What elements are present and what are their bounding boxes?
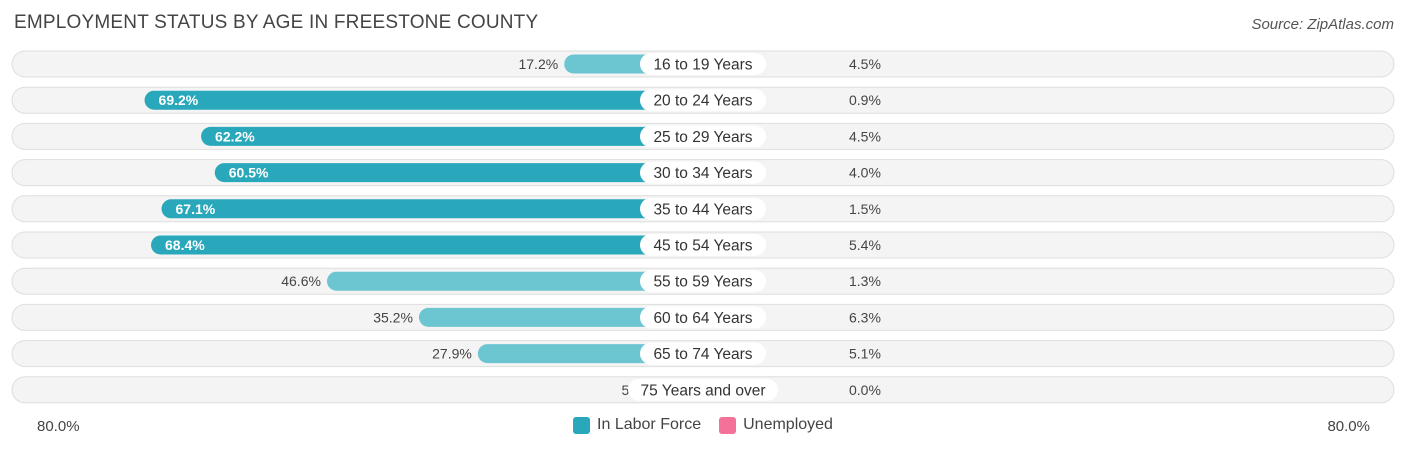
data-label-unemployed: 5.4% (849, 237, 881, 253)
bar-labor-force (201, 126, 703, 146)
category-label-pill (640, 270, 766, 293)
category-label-pill (628, 378, 778, 401)
category-label: 30 to 34 Years (653, 165, 752, 182)
legend-label-unemployed: Unemployed (743, 416, 833, 433)
data-label-unemployed: 4.0% (849, 165, 881, 181)
source-label: Source: ZipAtlas.com (1251, 16, 1394, 33)
category-label-pill (640, 197, 766, 220)
category-label-pill (640, 306, 766, 329)
data-label-unemployed: 4.5% (849, 128, 881, 144)
category-label-pill (640, 161, 766, 184)
data-label-unemployed: 1.3% (849, 273, 881, 289)
legend-item-unemployed: Unemployed (719, 416, 833, 434)
chart-svg: 17.2% 4.5% 16 to 19 Years 69.2% 0.9% 20 to 24… (11, 50, 1395, 404)
data-label-labor-force: 35.2% (373, 309, 413, 325)
category-label-pill (640, 89, 766, 112)
category-label: 55 to 59 Years (653, 274, 752, 291)
data-label-labor-force: 46.6% (281, 273, 321, 289)
category-label: 25 to 29 Years (653, 129, 752, 146)
category-label-pill (640, 53, 766, 75)
data-label-unemployed: 0.0% (849, 382, 881, 398)
data-label-unemployed: 1.5% (849, 201, 881, 217)
bar-labor-force (144, 90, 703, 110)
bar-labor-force (161, 199, 704, 219)
data-label-labor-force: 69.2% (159, 92, 199, 108)
category-label: 60 to 64 Years (653, 310, 752, 327)
bar-labor-force (418, 307, 703, 327)
category-label-pill (640, 342, 766, 365)
data-label-labor-force: 67.1% (176, 201, 216, 217)
bar-labor-force (326, 271, 703, 291)
data-label-unemployed: 4.5% (849, 56, 881, 72)
category-label: 75 Years and over (641, 382, 766, 399)
legend-swatch-unemployed (719, 416, 737, 434)
legend-item-labor: In Labor Force (573, 416, 701, 434)
legend: In Labor Force Unemployed (0, 416, 1406, 434)
category-label: 20 to 24 Years (653, 93, 752, 110)
legend-swatch-labor (573, 416, 591, 434)
data-label-labor-force: 68.4% (165, 237, 205, 253)
category-label: 35 to 44 Years (653, 201, 752, 218)
axis-left-label: 80.0% (37, 418, 80, 435)
legend-label-labor: In Labor Force (597, 416, 702, 433)
category-label: 16 to 19 Years (653, 57, 752, 74)
data-label-unemployed: 5.1% (849, 346, 881, 362)
data-label-unemployed: 6.3% (849, 309, 881, 325)
data-label-labor-force: 62.2% (215, 128, 255, 144)
data-label-unemployed: 0.9% (849, 92, 881, 108)
category-label-pill (640, 125, 766, 148)
data-label-labor-force: 17.2% (518, 56, 558, 72)
data-label-labor-force: 60.5% (229, 165, 269, 181)
category-label-pill (640, 234, 766, 256)
category-label: 45 to 54 Years (653, 238, 752, 255)
chart-title: EMPLOYMENT STATUS BY AGE IN FREESTONE CO… (14, 12, 539, 33)
bar-labor-force (151, 235, 704, 255)
data-label-labor-force: 27.9% (432, 346, 472, 362)
bar-labor-force (214, 163, 703, 183)
axis-right-label: 80.0% (1327, 418, 1370, 435)
category-label: 65 to 74 Years (653, 346, 752, 363)
